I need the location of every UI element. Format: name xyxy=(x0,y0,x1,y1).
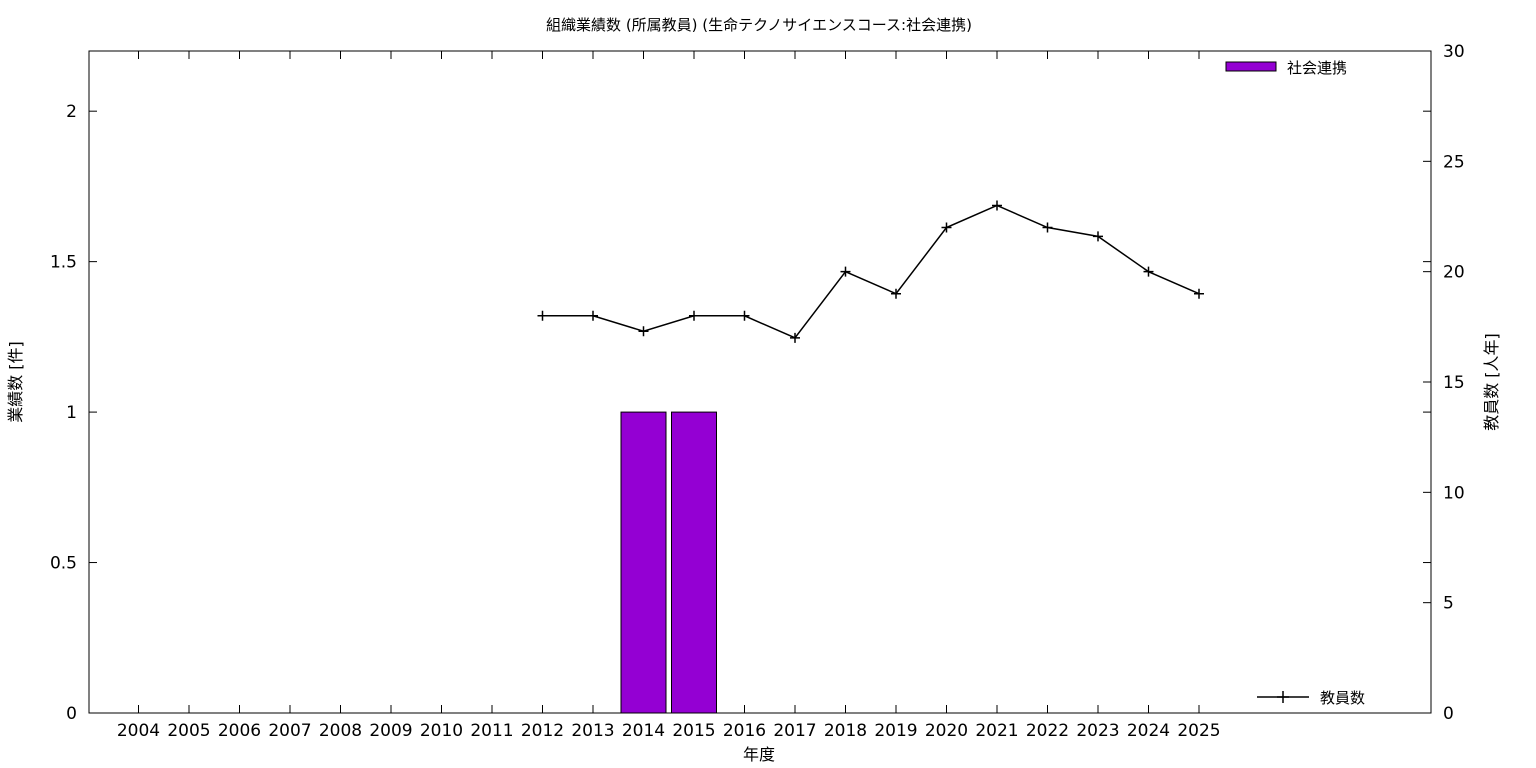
x-tick-label: 2019 xyxy=(874,721,917,741)
line-point xyxy=(739,310,750,321)
x-tick-label: 2012 xyxy=(521,721,564,741)
x-tick-label: 2008 xyxy=(319,721,362,741)
x-tick-label: 2007 xyxy=(268,721,311,741)
bar xyxy=(620,411,667,714)
y2-tick-label: 25 xyxy=(1443,152,1465,172)
x-tick-label: 2005 xyxy=(167,721,210,741)
legend-line-marker xyxy=(1277,691,1289,703)
y-tick-label: 0 xyxy=(66,704,77,724)
y2-tick-label: 20 xyxy=(1443,263,1465,283)
bar-series xyxy=(620,411,717,714)
y-tick-label: 2 xyxy=(66,102,77,122)
x-tick-label: 2014 xyxy=(622,721,665,741)
x-tick-label: 2025 xyxy=(1177,721,1220,741)
legend-bar-swatch xyxy=(1225,61,1277,72)
x-axis: 2004 2005 2006 2007 2008 2009 2010 2011 2012 2013… xyxy=(117,51,1221,741)
line-point xyxy=(790,332,800,343)
x-tick-label: 2020 xyxy=(925,721,968,741)
line-point xyxy=(1194,288,1204,299)
legend-line-label: 教員数 xyxy=(1320,689,1365,707)
y2-axis-label: 教員数 [人年] xyxy=(1482,333,1501,431)
legend-bar: 社会連携 xyxy=(1225,59,1347,77)
line-point xyxy=(941,222,952,233)
legend-bar-label: 社会連携 xyxy=(1287,59,1347,77)
line-point xyxy=(1042,222,1053,233)
bar xyxy=(671,411,717,714)
plot-frame xyxy=(88,50,1432,714)
x-axis-label: 年度 xyxy=(743,745,775,764)
y2-tick-label: 30 xyxy=(1443,42,1465,62)
y2-tick-label: 0 xyxy=(1443,704,1454,724)
line-point xyxy=(1093,231,1103,242)
right-axis: 0 5 10 15 20 25 30 xyxy=(1423,42,1465,724)
line-point xyxy=(891,288,901,299)
y-tick-label: 0.5 xyxy=(50,554,77,574)
line-path xyxy=(542,204,1200,339)
line-point xyxy=(1143,266,1154,277)
y-tick-label: 1 xyxy=(66,403,77,423)
chart-title: 組織業績数 (所属教員) (生命テクノサイエンスコース:社会連携) xyxy=(546,16,972,34)
line-point xyxy=(537,310,548,321)
x-tick-label: 2011 xyxy=(470,721,513,741)
x-tick-label: 2021 xyxy=(975,721,1018,741)
line-point xyxy=(840,266,851,277)
x-tick-label: 2015 xyxy=(672,721,715,741)
line-point xyxy=(992,200,1002,211)
x-tick-label: 2022 xyxy=(1026,721,1069,741)
line-point xyxy=(588,310,598,321)
x-tick-label: 2013 xyxy=(571,721,614,741)
x-tick-label: 2004 xyxy=(117,721,160,741)
y2-tick-label: 15 xyxy=(1443,373,1465,393)
line-point xyxy=(689,310,699,321)
x-tick-label: 2016 xyxy=(723,721,766,741)
y2-tick-label: 10 xyxy=(1443,483,1465,503)
line-point xyxy=(638,326,649,337)
x-tick-label: 2017 xyxy=(773,721,816,741)
x-tick-label: 2009 xyxy=(369,721,412,741)
line-series xyxy=(537,200,1204,343)
x-tick-label: 2023 xyxy=(1076,721,1119,741)
x-tick-label: 2010 xyxy=(420,721,463,741)
y-tick-label: 1.5 xyxy=(50,253,77,273)
legend-line: 教員数 xyxy=(1257,689,1365,707)
x-tick-label: 2006 xyxy=(218,721,261,741)
y-axis-label: 業績数 [件] xyxy=(6,341,25,423)
x-tick-label: 2018 xyxy=(824,721,867,741)
y2-tick-label: 5 xyxy=(1443,594,1454,614)
left-axis: 0 0.5 1 1.5 2 xyxy=(50,102,1431,724)
x-tick-label: 2024 xyxy=(1127,721,1170,741)
